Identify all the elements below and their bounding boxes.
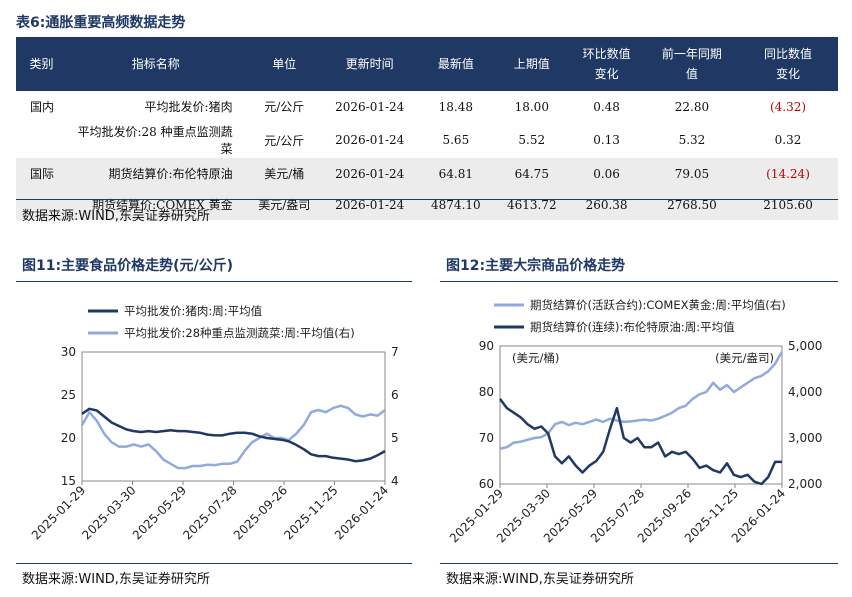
table-header-cell: 环比数值 变化: [567, 37, 646, 91]
y-right-tick-label: 5,000: [788, 339, 822, 353]
table-cell: 元/公斤: [264, 133, 305, 148]
table-cell: 国际: [16, 158, 67, 189]
table-cell: 2026-01-24: [323, 158, 416, 189]
table-cell: 国内: [30, 100, 55, 114]
right-unit-label: (美元/盎司): [715, 351, 774, 365]
table-cell: (4.32): [769, 99, 807, 114]
table-header-cell: 最新值: [415, 37, 497, 91]
table-header-cell: 类别: [16, 37, 67, 91]
chart11-bottom-rule: [16, 563, 412, 564]
y-right-tick-label: 6: [391, 388, 399, 402]
table-cell: 0.06: [567, 158, 646, 189]
y-left-tick-label: 15: [61, 474, 76, 488]
table-cell: 18.00: [514, 99, 549, 114]
table-header-cell: 指标名称: [66, 37, 245, 91]
legend-label: 期货结算价(连续):布伦特原油:周:平均值: [530, 320, 735, 334]
table-row: 国际 期货结算价:布伦特原油 美元/桶 2026-01-24 64.81 64.75 0.0…: [16, 158, 838, 189]
table-header-cell: 单位: [244, 37, 324, 91]
table-cell: 平均批发价:猪肉: [144, 100, 233, 114]
y-left-tick-label: 60: [479, 477, 494, 491]
y-right-tick-label: 4,000: [788, 385, 822, 399]
table-header-cell: 前一年同期 值: [645, 37, 739, 91]
table-cell: 美元/桶: [244, 158, 324, 189]
legend-label: 期货结算价(活跃合约):COMEX黄金:周:平均值(右): [530, 298, 786, 312]
table-cell: 5.65: [442, 133, 470, 147]
chart12-top-rule: [440, 281, 838, 282]
y-left-tick-label: 25: [61, 388, 76, 402]
legend-label: 平均批发价:28种重点监测蔬菜:周:平均值(右): [124, 326, 355, 340]
chart11-title: 图11:主要食品价格走势(元/公斤): [22, 258, 233, 274]
y-left-tick-label: 90: [479, 339, 494, 353]
table-header-cell: 同比数值 变化: [738, 37, 838, 91]
table-cell: 期货结算价:布伦特原油: [66, 158, 245, 189]
y-right-tick-label: 2,000: [788, 477, 822, 491]
chart11-top-rule: [16, 281, 412, 282]
table-source: 数据来源:WIND,东吴证券研究所: [22, 209, 210, 224]
table-cell: 22.80: [674, 99, 710, 114]
table-cell: 2026-01-24: [335, 133, 405, 147]
table-cell: 0.48: [593, 99, 620, 114]
y-right-tick-label: 7: [391, 345, 399, 359]
table-cell: 平均批发价:28 种重点监测蔬菜: [77, 125, 233, 156]
table-header-cell: 上期值: [496, 37, 568, 91]
table-cell: 0.32: [774, 133, 802, 147]
chart12-bottom-rule: [440, 563, 838, 564]
left-unit-label: (美元/桶): [512, 351, 559, 365]
y-right-tick-label: 4: [391, 474, 399, 488]
table-cell: 期货结算价:COMEX 黄金: [66, 189, 245, 220]
table-cell: 4613.72: [496, 189, 568, 220]
table-cell: (14.24): [738, 158, 838, 189]
table-row: 国内 平均批发价:猪肉 元/公斤 2026-01-24 18.48 18.00 0.48 22…: [16, 91, 838, 122]
table-header-row: 类别 指标名称 单位 更新时间 最新值 上期值 环比数值 变化 前一年同期 值同比数值 变化: [16, 37, 838, 91]
series-line-dark: [81, 407, 386, 463]
table-cell: [16, 189, 67, 220]
table-cell: [16, 122, 67, 158]
table-cell: 18.48: [438, 99, 474, 114]
series-line-light: [499, 351, 784, 450]
plot-frame: [499, 345, 783, 485]
table-cell: 64.81: [415, 158, 497, 189]
table-cell: 2026-01-24: [335, 99, 405, 114]
x-tick-label: 2026-01-24: [332, 483, 391, 542]
table-cell: 0.13: [593, 133, 620, 147]
table-header-cell: 更新时间: [323, 37, 416, 91]
table-cell: 元/公斤: [264, 100, 305, 114]
chart12-source: 数据来源:WIND,东吴证券研究所: [446, 572, 634, 587]
table-cell: 5.32: [678, 133, 706, 147]
table-title: 表6:通胀重要高频数据走势: [16, 15, 186, 31]
table-row: 平均批发价:28 种重点监测蔬菜 元/公斤 2026-01-24 5.65 5.52 0.…: [16, 122, 838, 158]
table-cell: 4874.10: [415, 189, 497, 220]
y-left-tick-label: 80: [479, 385, 494, 399]
legend-label: 平均批发价:猪肉:周:平均值: [124, 304, 263, 318]
y-right-tick-label: 5: [391, 431, 399, 445]
chart12-title: 图12:主要大宗商品价格走势: [446, 258, 626, 274]
y-left-tick-label: 30: [61, 345, 76, 359]
table-cell: 2026-01-24: [323, 189, 416, 220]
table-cell: 64.75: [496, 158, 568, 189]
table-cell: 79.05: [645, 158, 739, 189]
table-cell: 美元/盎司: [244, 189, 324, 220]
table-cell: 2768.50: [645, 189, 739, 220]
series-line-light: [80, 404, 386, 470]
chart11-source: 数据来源:WIND,东吴证券研究所: [22, 572, 210, 587]
series-line-dark: [499, 398, 782, 486]
table-bottom-rule: [16, 199, 838, 200]
y-left-tick-label: 70: [479, 431, 494, 445]
table-cell: 2105.60: [738, 189, 838, 220]
y-right-tick-label: 3,000: [788, 431, 822, 445]
inflation-table: 类别 指标名称 单位 更新时间 最新值 上期值 环比数值 变化 前一年同期 值同比数值 变化 …: [16, 37, 838, 220]
commodity-price-chart: 期货结算价(活跃合约):COMEX黄金:周:平均值(右) 期货结算价(连续):布伦…: [447, 298, 822, 545]
table-cell: 260.38: [567, 189, 646, 220]
table-cell: 5.52: [518, 133, 546, 147]
table-row: 期货结算价:COMEX 黄金 美元/盎司 2026-01-24 4874.10 4613…: [16, 189, 838, 220]
y-left-tick-label: 20: [61, 431, 76, 445]
